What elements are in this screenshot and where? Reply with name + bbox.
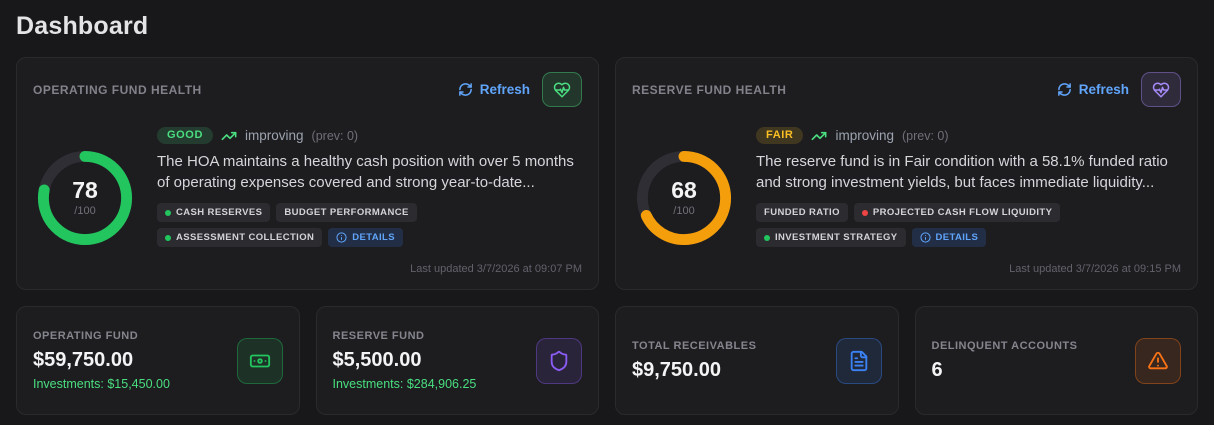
health-score-gauge: 68 /100 (632, 146, 736, 250)
health-score-value: 68 (671, 177, 697, 203)
refresh-label: Refresh (1078, 82, 1129, 97)
shield-icon (536, 337, 582, 384)
refresh-button[interactable]: Refresh (458, 82, 530, 97)
health-cards-row: OPERATING FUND HEALTH Refresh 78 (16, 57, 1198, 290)
stat-text: OPERATING FUND $59,750.00 Investments: $… (33, 330, 170, 391)
stat-value: $5,500.00 (332, 349, 422, 371)
page-title: Dashboard (16, 12, 149, 40)
health-description: The reserve fund is in Fair condition wi… (756, 153, 1168, 191)
details-button[interactable]: DETAILS (911, 228, 987, 248)
tag-budget-performance: BUDGET PERFORMANCE (276, 203, 417, 223)
file-text-icon (835, 337, 882, 384)
refresh-icon (458, 83, 472, 96)
stat-cards-row: OPERATING FUND $59,750.00 Investments: $… (16, 306, 1198, 415)
status-row: GOOD improving (prev: 0) (157, 127, 582, 144)
stat-title: OPERATING FUND (33, 330, 139, 342)
trending-up-icon (221, 131, 237, 140)
tag-investment-strategy: INVESTMENT STRATEGY (756, 228, 906, 248)
health-pulse-button[interactable] (1141, 72, 1181, 107)
card-header: OPERATING FUND HEALTH Refresh (33, 72, 582, 107)
refresh-button[interactable]: Refresh (1057, 82, 1129, 97)
health-score-value: 78 (72, 177, 98, 203)
card-body: 78 /100 GOOD improving (prev: 0) The HOA… (33, 119, 582, 277)
tag-label: INVESTMENT STRATEGY (775, 232, 898, 244)
tag-label: PROJECTED CASH FLOW LIQUIDITY (872, 207, 1053, 219)
health-pulse-button[interactable] (542, 72, 582, 107)
trending-up-icon (812, 131, 827, 140)
trend-label: improving (835, 128, 894, 143)
reserve-fund-health-card: RESERVE FUND HEALTH Refresh 68 / (615, 57, 1198, 290)
stat-card-total-receivables: TOTAL RECEIVABLES $9,750.00 (615, 306, 899, 415)
stat-card-operating-fund: OPERATING FUND $59,750.00 Investments: $… (16, 306, 300, 415)
stat-value: $59,750.00 (33, 349, 134, 371)
status-badge: GOOD (157, 127, 214, 144)
stat-title: RESERVE FUND (332, 330, 425, 342)
details-label: DETAILS (935, 232, 979, 244)
tag-label: FUNDED RATIO (764, 207, 840, 219)
tag-label: BUDGET PERFORMANCE (284, 207, 409, 219)
card-actions: Refresh (458, 72, 582, 107)
stat-value: 6 (931, 358, 943, 381)
card-content: GOOD improving (prev: 0) The HOA maintai… (157, 119, 582, 277)
last-updated-text: Last updated 3/7/2026 at 09:07 PM (410, 263, 582, 275)
details-label: DETAILS (352, 232, 395, 244)
factor-tags: FUNDED RATIO PROJECTED CASH FLOW LIQUIDI… (756, 203, 1181, 248)
stat-text: DELINQUENT ACCOUNTS 6 (932, 340, 1078, 382)
card-body: 68 /100 FAIR improving (prev: 0) The res… (632, 119, 1181, 277)
details-button[interactable]: DETAILS (328, 228, 403, 248)
status-badge: FAIR (756, 127, 804, 144)
trend-previous-value: (prev: 0) (311, 128, 359, 143)
heart-pulse-icon (1152, 82, 1170, 97)
trend-previous-value: (prev: 0) (902, 128, 949, 143)
refresh-icon (1057, 83, 1071, 96)
stat-investments: Investments: $15,450.00 (33, 377, 170, 391)
tag-dot (861, 209, 868, 216)
stat-card-reserve-fund: RESERVE FUND $5,500.00 Investments: $284… (315, 306, 599, 415)
tag-dot (165, 234, 171, 241)
stat-card-delinquent-accounts: DELINQUENT ACCOUNTS 6 (914, 306, 1198, 415)
stat-title: TOTAL RECEIVABLES (632, 339, 757, 352)
trend-label: improving (245, 128, 304, 143)
info-icon (336, 232, 347, 243)
gauge-label: 68 /100 (632, 146, 736, 250)
card-header: RESERVE FUND HEALTH Refresh (632, 72, 1181, 107)
tag-label: ASSESSMENT COLLECTION (176, 232, 315, 244)
factor-tags: CASH RESERVES BUDGET PERFORMANCE ASSESSM… (157, 203, 582, 248)
info-icon (919, 232, 931, 243)
stat-investments: Investments: $284,906.25 (332, 377, 477, 391)
health-score-max: /100 (673, 205, 695, 217)
health-score-gauge: 78 /100 (33, 146, 137, 250)
stat-text: TOTAL RECEIVABLES $9,750.00 (632, 340, 756, 382)
tag-dot (764, 234, 770, 241)
status-row: FAIR improving (prev: 0) (756, 127, 1181, 144)
tag-dot (165, 209, 171, 216)
stat-title: DELINQUENT ACCOUNTS (931, 339, 1078, 352)
tag-projected-cash-flow-liquidity: PROJECTED CASH FLOW LIQUIDITY (853, 203, 1061, 223)
stat-text: RESERVE FUND $5,500.00 Investments: $284… (333, 330, 477, 391)
tag-assessment-collection: ASSESSMENT COLLECTION (157, 228, 323, 248)
card-title: OPERATING FUND HEALTH (33, 82, 202, 97)
refresh-label: Refresh (479, 82, 530, 97)
health-description: The HOA maintains a healthy cash positio… (157, 153, 574, 191)
alert-triangle-icon (1135, 337, 1181, 384)
last-updated-text: Last updated 3/7/2026 at 09:15 PM (1009, 263, 1181, 275)
stat-value: $9,750.00 (632, 358, 721, 381)
heart-pulse-icon (553, 82, 571, 97)
banknote-icon (236, 337, 283, 384)
gauge-label: 78 /100 (33, 146, 137, 250)
card-title: RESERVE FUND HEALTH (632, 82, 787, 97)
card-actions: Refresh (1057, 72, 1181, 107)
tag-cash-reserves: CASH RESERVES (157, 203, 271, 223)
tag-label: CASH RESERVES (176, 207, 263, 219)
card-content: FAIR improving (prev: 0) The reserve fun… (756, 119, 1181, 277)
tag-funded-ratio: FUNDED RATIO (756, 203, 848, 223)
health-score-max: /100 (74, 205, 96, 217)
operating-fund-health-card: OPERATING FUND HEALTH Refresh 78 (16, 57, 599, 290)
